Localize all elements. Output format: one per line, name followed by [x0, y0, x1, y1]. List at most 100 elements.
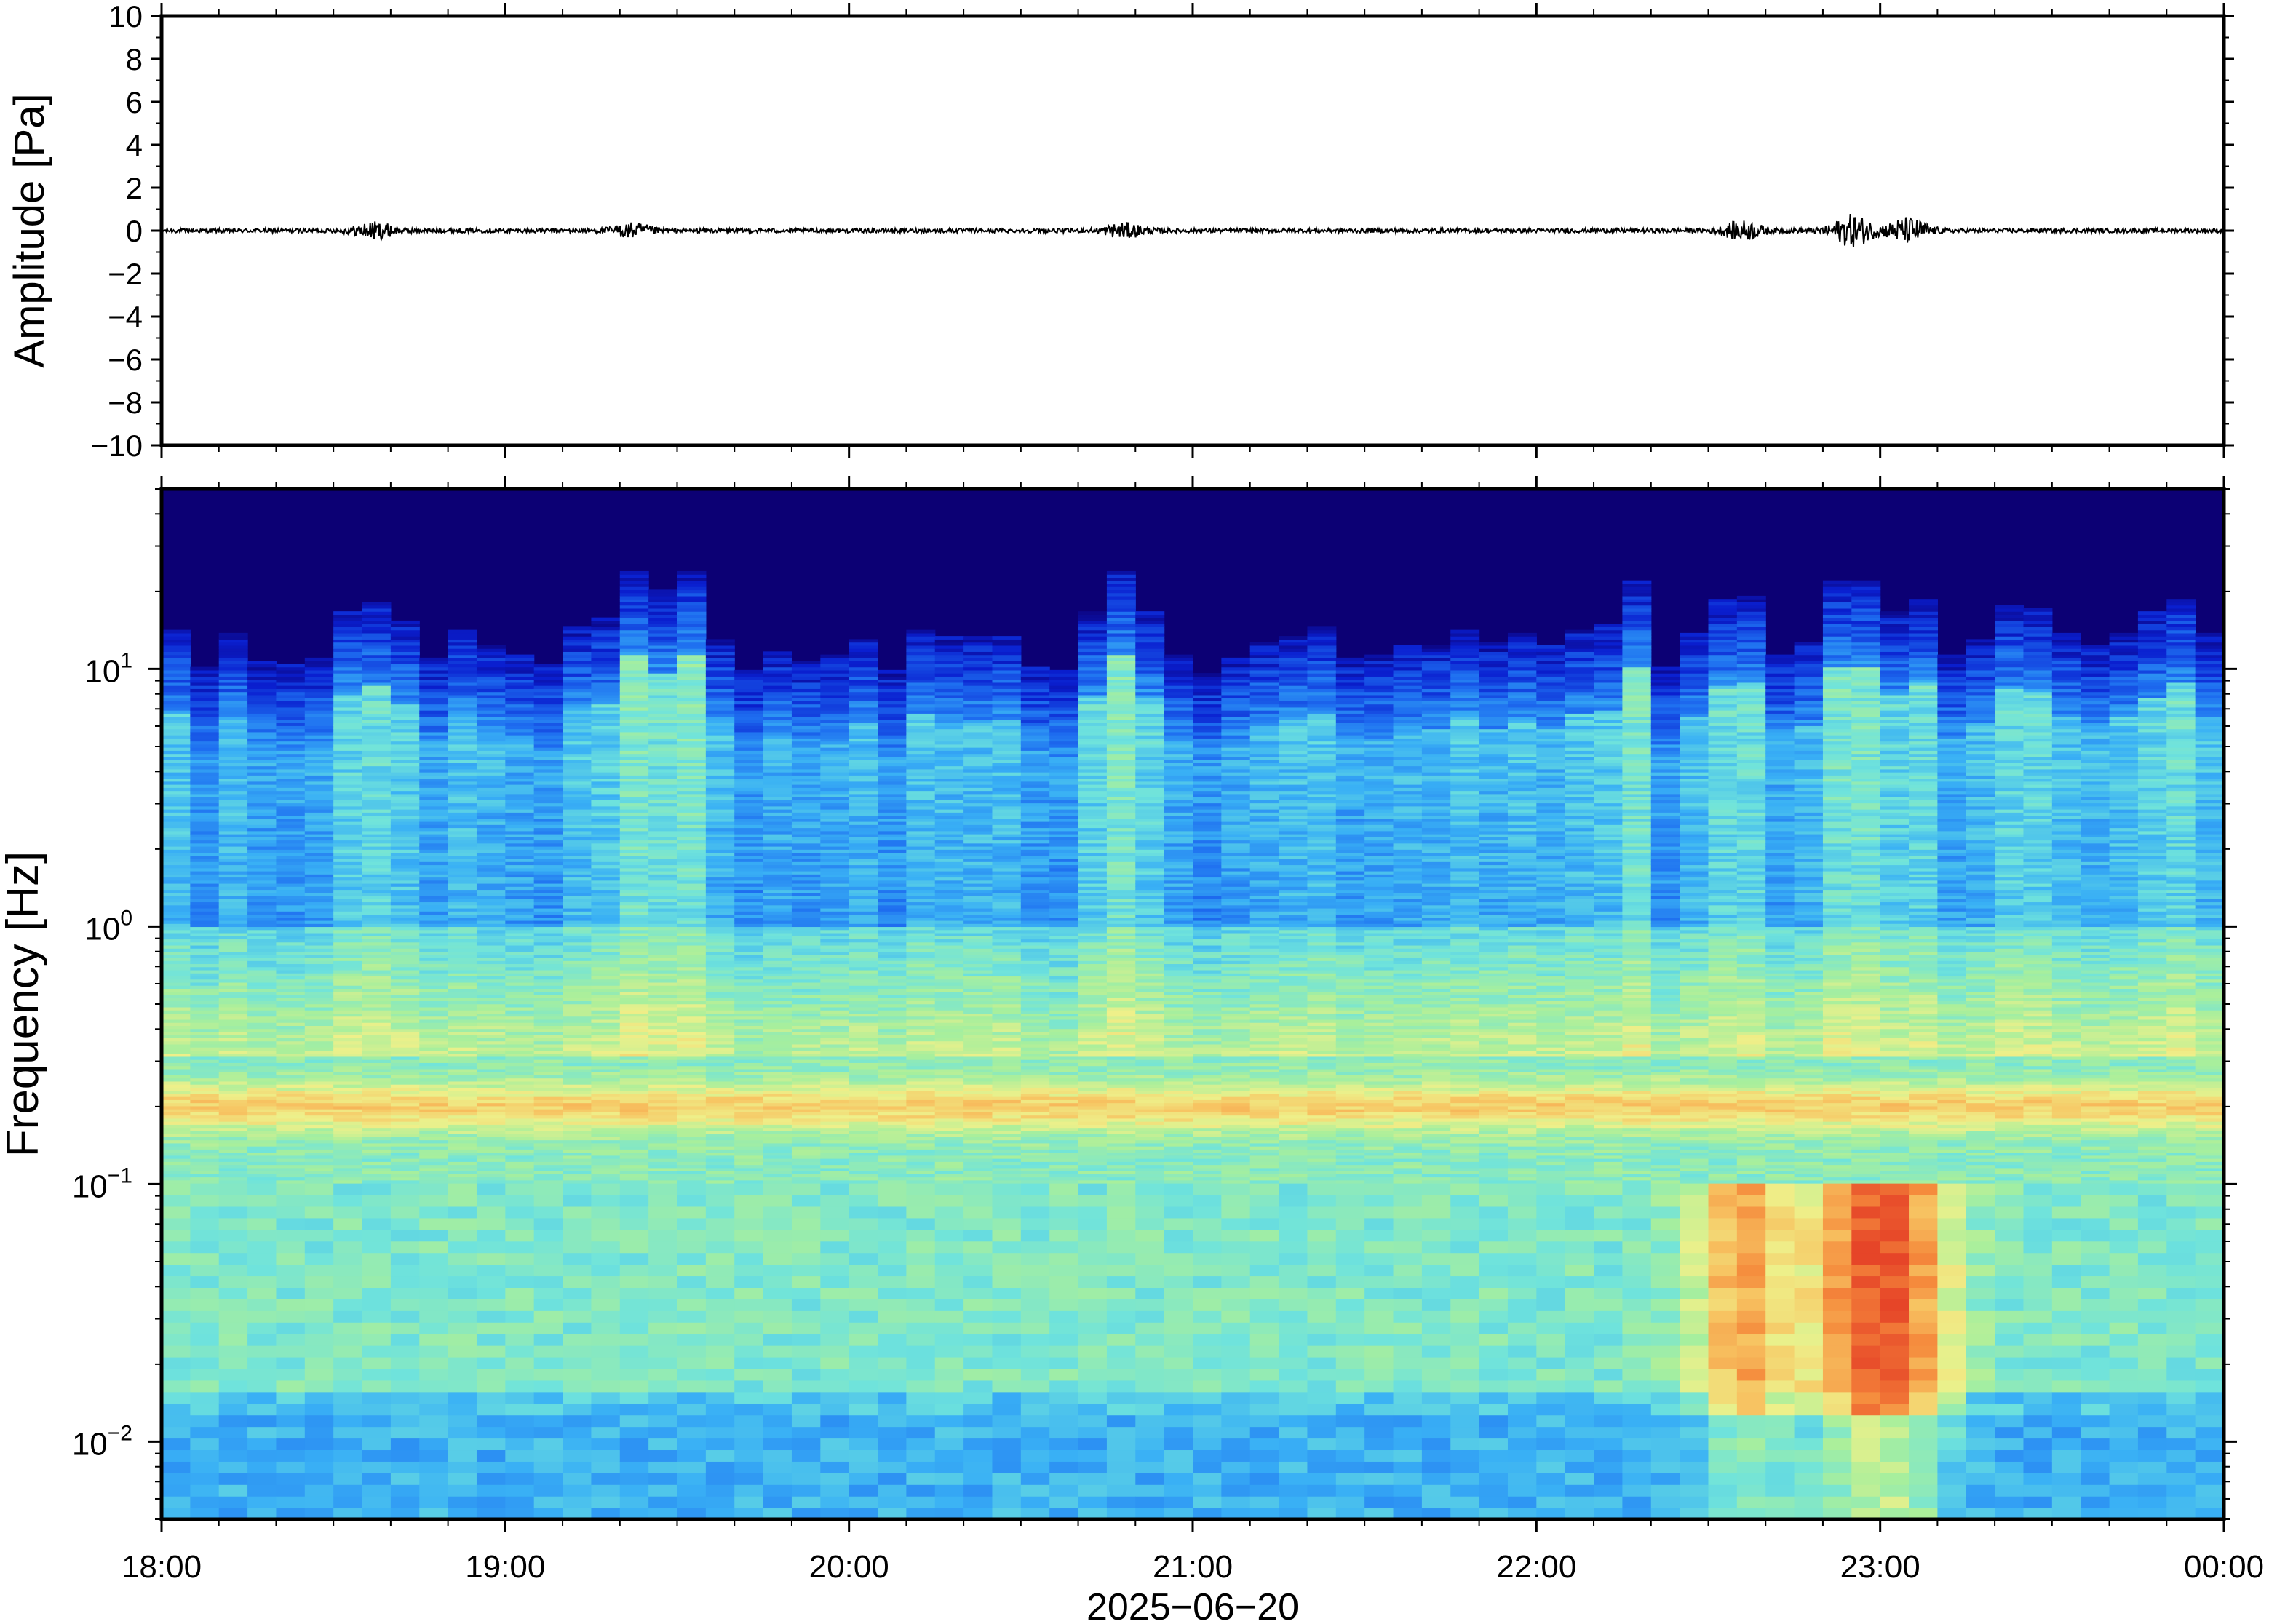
spectrogram-cell — [276, 701, 306, 705]
spectrogram-cell — [218, 907, 248, 912]
spectrogram-cell — [648, 917, 678, 921]
spectrogram-cell — [677, 803, 707, 807]
spectrogram-cell — [619, 577, 649, 581]
spectrogram-cell — [162, 1142, 191, 1147]
spectrogram-cell — [304, 824, 334, 829]
spectrogram-cell — [333, 1112, 363, 1116]
spectrogram-cell — [763, 812, 792, 816]
spectrogram-cell — [162, 753, 191, 757]
spectrogram-cell — [591, 1137, 621, 1141]
spectrogram-cell — [247, 1142, 277, 1147]
spectrogram-cell — [734, 698, 764, 701]
spectrogram-cell — [734, 966, 764, 971]
spectrogram-cell — [162, 704, 191, 708]
spectrogram-cell — [648, 1334, 678, 1346]
spectrogram-cell — [476, 778, 506, 782]
spectrogram-cell — [333, 957, 363, 961]
spectrogram-cell — [677, 812, 707, 816]
spectrogram-cell — [705, 998, 735, 1001]
spectrogram-cell — [763, 1040, 792, 1045]
spectrogram-cell — [591, 939, 621, 943]
spectrogram-cell — [476, 834, 506, 837]
spectrogram-cell — [619, 617, 649, 621]
spectrogram-cell — [591, 855, 621, 859]
spectrogram-cell — [190, 1109, 220, 1112]
spectrogram-cell — [390, 1099, 420, 1104]
spectrogram-cell — [448, 679, 477, 683]
spectrogram-cell — [705, 917, 735, 921]
spectrogram-cell — [390, 1229, 420, 1242]
spectrogram-cell — [619, 1102, 649, 1107]
spectrogram-cell — [677, 1275, 707, 1288]
spectrogram-cell — [476, 1112, 506, 1116]
spectrogram-cell — [448, 1155, 477, 1159]
spectrogram-cell — [419, 1105, 449, 1110]
spectrogram-cell — [448, 932, 477, 936]
spectrogram-cell — [648, 942, 678, 946]
spectrogram-cell — [162, 725, 191, 730]
spectrogram-cell — [419, 1000, 449, 1005]
spectrogram-cell — [276, 824, 306, 829]
spectrogram-cell — [619, 1028, 649, 1032]
spectrogram-cell — [734, 1022, 764, 1026]
spectrogram-cell — [162, 1167, 191, 1171]
spectrogram-cell — [276, 880, 306, 884]
spectrogram-cell — [362, 1158, 392, 1162]
spectrogram-cell — [505, 1414, 535, 1428]
spectrogram-cell — [591, 1006, 621, 1011]
spectrogram-cell — [190, 1047, 220, 1051]
spectrogram-cell — [734, 685, 764, 689]
spectrogram-cell — [390, 1449, 420, 1462]
spectrogram-cell — [362, 1229, 392, 1242]
spectrogram-cell — [190, 1142, 220, 1147]
spectrogram-cell — [734, 1368, 764, 1381]
spectrogram-cell — [820, 1062, 850, 1067]
spectrogram-cell — [419, 1010, 449, 1014]
spectrogram-cell — [734, 805, 764, 810]
spectrogram-cell — [505, 1115, 535, 1119]
spectrogram-cell — [563, 738, 592, 742]
spectrogram-cell — [419, 682, 449, 686]
spectrogram-cell — [362, 982, 392, 986]
spectrogram-cell — [190, 904, 220, 909]
spectrogram-cell — [333, 1368, 363, 1381]
spectrogram-cell — [791, 1062, 821, 1067]
spectrogram-cell — [218, 1177, 248, 1181]
spectrogram-cell — [247, 1229, 277, 1242]
spectrogram-cell — [791, 1121, 821, 1125]
spectrogram-cell — [333, 812, 363, 816]
spectrogram-cell — [820, 1310, 850, 1323]
spectrogram-cell — [505, 691, 535, 696]
spectrogram-cell — [362, 976, 392, 980]
spectrogram-cell — [648, 855, 678, 859]
spectrogram-cell — [677, 1109, 707, 1112]
spectrogram-cell — [505, 870, 535, 875]
spectrogram-cell — [791, 979, 821, 983]
spectrogram-cell — [619, 728, 649, 733]
spectrogram-cell — [247, 834, 277, 837]
spectrogram-cell — [563, 979, 592, 983]
spectrogram-cell — [162, 648, 191, 652]
spectrogram-cell — [419, 728, 449, 733]
spectrogram-cell — [333, 775, 363, 779]
spectrogram-cell — [218, 1368, 248, 1381]
spectrogram-cell — [448, 1062, 477, 1067]
spectrogram-cell — [505, 704, 535, 708]
spectrogram-cell — [333, 797, 363, 800]
spectrogram-cell — [533, 719, 563, 723]
spectrogram-cell — [619, 701, 649, 705]
spectrogram-cell — [619, 713, 649, 717]
spectrogram-cell — [304, 815, 334, 819]
spectrogram-cell — [247, 735, 277, 739]
spectrogram-cell — [677, 1391, 707, 1404]
spectrogram-cell — [190, 877, 220, 881]
spectrogram-cell — [705, 1241, 735, 1254]
spectrogram-cell — [304, 1068, 334, 1072]
spectrogram-cell — [276, 1414, 306, 1428]
spectrogram-cell — [218, 797, 248, 800]
spectrogram-cell — [247, 824, 277, 829]
spectrogram-cell — [505, 852, 535, 856]
spectrogram-cell — [247, 1139, 277, 1144]
spectrogram-cell — [648, 716, 678, 720]
spectrogram-cell — [276, 772, 306, 776]
